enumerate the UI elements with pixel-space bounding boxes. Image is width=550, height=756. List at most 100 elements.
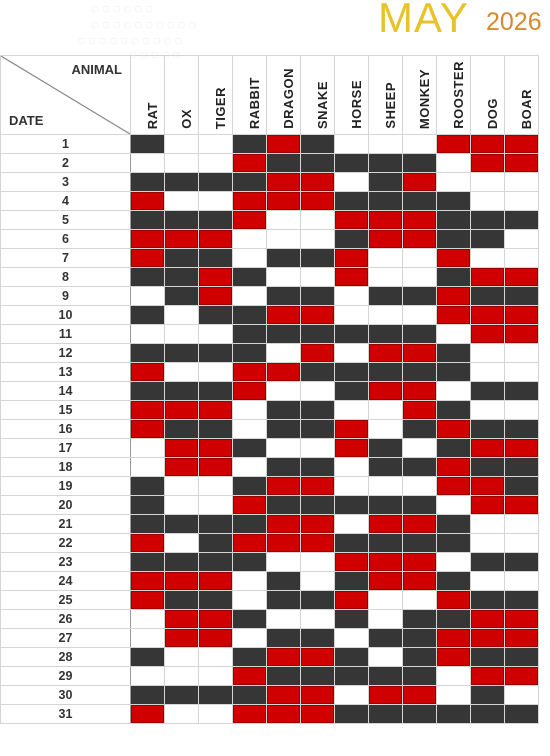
animal-header-dog: DOG (470, 55, 505, 135)
cell-ox (164, 362, 199, 382)
cell-dog (470, 400, 505, 420)
cell-snake (300, 229, 335, 249)
cell-rat (130, 229, 165, 249)
cell-snake (300, 362, 335, 382)
cell-rabbit (232, 381, 267, 401)
cell-ox (164, 191, 199, 211)
cell-monkey (402, 191, 437, 211)
cell-rat (130, 153, 165, 173)
date-label: 5 (0, 210, 131, 230)
cell-dragon (266, 609, 301, 629)
date-row: 8 (0, 267, 539, 287)
cell-boar (504, 685, 539, 705)
cell-horse (334, 590, 369, 610)
date-row: 28 (0, 647, 539, 667)
cell-sheep (368, 381, 403, 401)
cell-rooster (436, 495, 471, 515)
date-label: 20 (0, 495, 131, 515)
cell-rooster (436, 210, 471, 230)
cell-snake (300, 438, 335, 458)
cell-snake (300, 172, 335, 192)
cell-dragon (266, 590, 301, 610)
cell-rabbit (232, 191, 267, 211)
cell-rat (130, 590, 165, 610)
date-row: 26 (0, 609, 539, 629)
cell-rabbit (232, 590, 267, 610)
cell-dragon (266, 267, 301, 287)
cell-rat (130, 286, 165, 306)
cell-sheep (368, 628, 403, 648)
cell-ox (164, 438, 199, 458)
cell-rooster (436, 153, 471, 173)
cell-rat (130, 324, 165, 344)
cell-rabbit (232, 514, 267, 534)
cell-snake (300, 704, 335, 724)
cell-dog (470, 229, 505, 249)
cell-tiger (198, 381, 233, 401)
date-label: 22 (0, 533, 131, 553)
cell-dog (470, 704, 505, 724)
cell-monkey (402, 324, 437, 344)
cell-rabbit (232, 286, 267, 306)
cell-horse (334, 229, 369, 249)
cell-ox (164, 134, 199, 154)
cell-rooster (436, 191, 471, 211)
date-label: 9 (0, 286, 131, 306)
cell-rooster (436, 438, 471, 458)
cell-tiger (198, 457, 233, 477)
cell-rooster (436, 419, 471, 439)
cell-rooster (436, 552, 471, 572)
cell-ox (164, 153, 199, 173)
date-row: 6 (0, 229, 539, 249)
cell-rat (130, 476, 165, 496)
cell-tiger (198, 229, 233, 249)
legend-line: ■ ■ ■ ■ ■ ■ ■ ■ ■ ■ (78, 36, 183, 47)
cell-tiger (198, 704, 233, 724)
cell-boar (504, 476, 539, 496)
cell-rabbit (232, 495, 267, 515)
cell-monkey (402, 685, 437, 705)
cell-snake (300, 666, 335, 686)
cell-boar (504, 704, 539, 724)
legend-line: ■ ■ ■ ■ ■ ■ (92, 4, 154, 15)
cell-ox (164, 343, 199, 363)
cell-ox (164, 647, 199, 667)
zodiac-calendar-grid: ANIMAL DATE RAT OX TIGER RABBIT DRAGON SNAKE H… (0, 55, 539, 724)
cell-dragon (266, 343, 301, 363)
cell-snake (300, 324, 335, 344)
cell-ox (164, 609, 199, 629)
cell-boar (504, 628, 539, 648)
cell-tiger (198, 628, 233, 648)
date-label: 11 (0, 324, 131, 344)
cell-horse (334, 685, 369, 705)
date-row: 16 (0, 419, 539, 439)
cell-tiger (198, 495, 233, 515)
cell-dog (470, 571, 505, 591)
cell-snake (300, 457, 335, 477)
cell-sheep (368, 286, 403, 306)
cell-tiger (198, 552, 233, 572)
date-label: 28 (0, 647, 131, 667)
date-label: 3 (0, 172, 131, 192)
cell-rabbit (232, 134, 267, 154)
cell-ox (164, 666, 199, 686)
cell-snake (300, 476, 335, 496)
cell-tiger (198, 134, 233, 154)
cell-monkey (402, 552, 437, 572)
cell-dragon (266, 134, 301, 154)
cell-rooster (436, 666, 471, 686)
cell-tiger (198, 609, 233, 629)
animal-header-label: MONKEY (416, 68, 432, 129)
year-title: 2026 (486, 8, 542, 36)
cell-monkey (402, 229, 437, 249)
date-label: 17 (0, 438, 131, 458)
cell-dragon (266, 362, 301, 382)
date-row: 15 (0, 400, 539, 420)
animal-header-rabbit: RABBIT (232, 55, 267, 135)
cell-sheep (368, 609, 403, 629)
cell-boar (504, 267, 539, 287)
date-row: 23 (0, 552, 539, 572)
cell-ox (164, 514, 199, 534)
cell-rooster (436, 324, 471, 344)
cell-horse (334, 438, 369, 458)
